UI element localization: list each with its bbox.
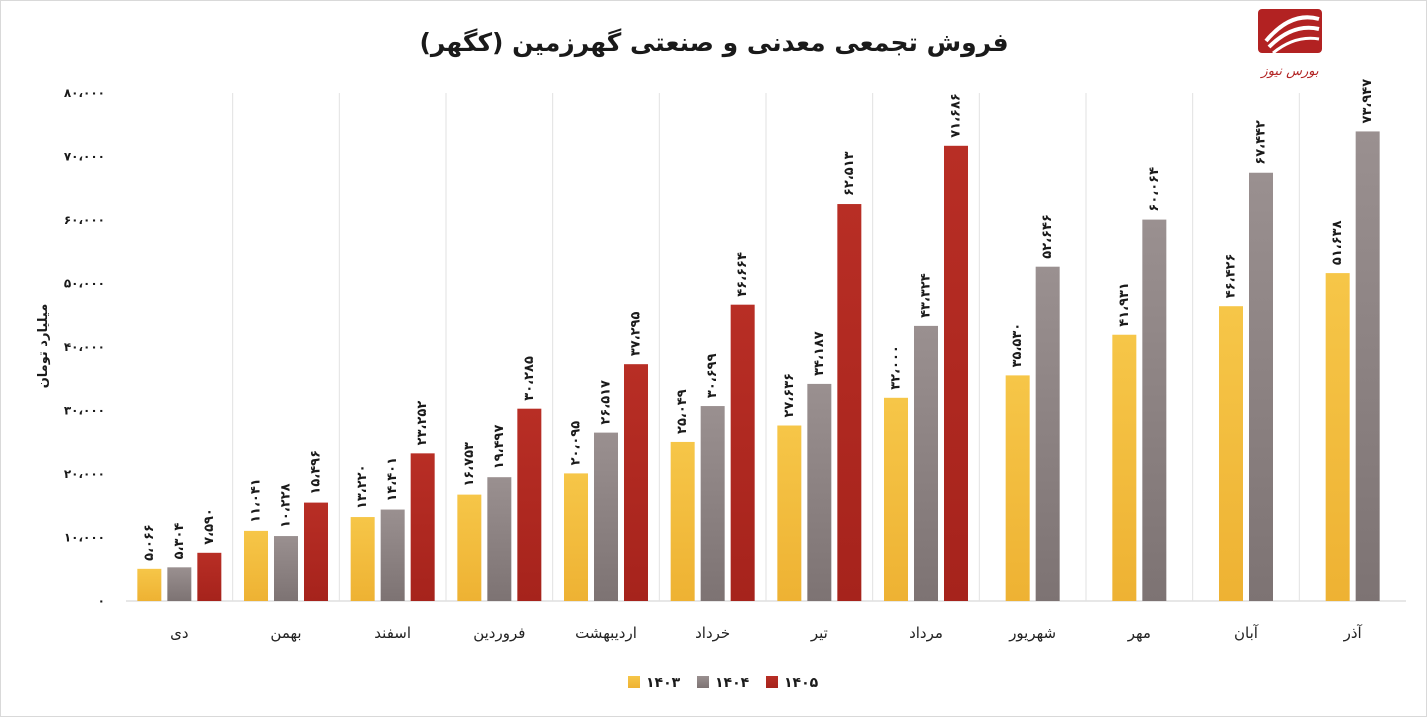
category-label: خرداد	[695, 624, 730, 642]
data-label: ۶۷،۴۴۲	[1254, 120, 1269, 165]
data-label: ۲۶،۵۱۷	[599, 380, 614, 425]
data-label: ۵،۰۶۶	[142, 524, 157, 561]
bar-2-9	[1035, 266, 1060, 601]
bar-1-3	[350, 517, 375, 601]
category-label: بهمن	[270, 624, 301, 642]
bar-1-5	[564, 473, 588, 601]
data-label: ۵،۳۰۴	[172, 523, 187, 560]
category-label: اردیبهشت	[575, 624, 637, 642]
y-tick-label: ۱۰،۰۰۰	[64, 531, 105, 545]
category-label: آبان	[1234, 624, 1259, 642]
bar-3-2	[304, 502, 328, 601]
bar-2-7	[807, 383, 832, 601]
y-tick-label: ۳۰،۰۰۰	[64, 404, 105, 418]
legend-label: ۱۴۰۴	[715, 675, 750, 691]
legend-label: ۱۴۰۳	[646, 675, 681, 691]
y-tick-label: ۲۰،۰۰۰	[64, 467, 105, 481]
y-axis-label: میلیارد تومان	[36, 304, 51, 389]
bar-3-5	[624, 364, 648, 601]
category-label: شهریور	[1008, 624, 1056, 642]
data-label: ۲۷،۶۳۶	[782, 373, 797, 418]
data-label: ۵۱،۶۳۸	[1330, 220, 1345, 265]
data-label: ۱۰،۲۲۸	[279, 483, 294, 528]
data-label: ۳۲،۰۰۰	[889, 345, 904, 390]
bar-3-4	[517, 408, 542, 601]
data-label: ۷۳،۹۴۷	[1360, 79, 1375, 124]
y-tick-label: ۵۰،۰۰۰	[64, 277, 105, 291]
data-label: ۳۷،۲۹۵	[629, 312, 644, 357]
bar-1-12	[1325, 273, 1350, 601]
data-label: ۱۵،۴۹۶	[309, 450, 324, 495]
data-label: ۴۳،۳۲۴	[919, 273, 934, 318]
category-label: آذر	[1343, 624, 1363, 642]
plot-area: ۰ ۱۰،۰۰۰ ۲۰،۰۰۰ ۳۰،۰۰۰ ۴۰،۰۰۰ ۵۰،۰۰۰ ۶۰،۰۰۰ ۷۰،…	[64, 79, 1406, 642]
bar-1-6	[670, 441, 695, 601]
category-label: فروردین	[473, 624, 525, 642]
bar-3-3	[410, 453, 435, 601]
chart-title: فروش تجمعی معدنی و صنعتی گهرزمین (کگهر)	[419, 28, 1008, 58]
bar-3-6	[730, 304, 755, 601]
data-label: ۳۰،۲۸۵	[522, 356, 537, 401]
data-label: ۲۳،۲۵۲	[415, 401, 430, 446]
legend-label: ۱۴۰۵	[784, 675, 819, 691]
legend-swatch-1	[628, 676, 640, 688]
bar-2-8	[914, 325, 938, 601]
data-label: ۱۹،۴۹۷	[492, 425, 507, 470]
bar-1-4	[457, 494, 482, 601]
bar-3-8	[944, 145, 968, 602]
data-label: ۴۶،۶۶۴	[735, 252, 750, 297]
bar-3-1	[197, 552, 222, 601]
y-tick-label: ۸۰،۰۰۰	[64, 86, 105, 100]
data-label: ۵۲،۶۴۶	[1040, 214, 1055, 259]
category-label: اسفند	[374, 624, 411, 642]
bar-1-2	[244, 530, 268, 601]
category-label: دی	[170, 624, 188, 642]
data-label: ۴۱،۹۳۱	[1117, 282, 1132, 327]
legend: ۱۴۰۳ ۱۴۰۴ ۱۴۰۵	[628, 675, 819, 691]
bar-1-7	[777, 425, 802, 601]
y-tick-label: ۴۰،۰۰۰	[64, 340, 105, 354]
category-label: تیر	[810, 624, 828, 642]
legend-swatch-2	[697, 676, 709, 688]
y-tick-label: ۰	[98, 594, 105, 608]
data-label: ۶۰،۰۶۴	[1147, 167, 1162, 212]
data-label: ۷۱،۶۸۶	[949, 93, 964, 138]
data-label: ۳۵،۵۳۰	[1010, 323, 1025, 368]
bar-2-3	[380, 509, 405, 601]
category-label: مرداد	[909, 624, 943, 642]
bar-1-9	[1005, 375, 1030, 601]
bar-1-1	[137, 568, 162, 601]
data-label: ۱۴،۴۰۱	[385, 457, 400, 502]
bourse-news-logo: بورس نیوز	[1258, 9, 1322, 79]
data-label: ۷،۵۹۰	[202, 508, 217, 545]
bar-2-10	[1142, 219, 1167, 601]
data-label: ۱۳،۲۲۰	[355, 464, 370, 509]
bar-2-4	[487, 477, 512, 601]
data-label: ۲۵،۰۴۹	[675, 389, 690, 434]
bar-2-6	[700, 406, 725, 601]
bar-2-5	[594, 432, 618, 601]
bar-3-7	[837, 204, 862, 601]
data-label: ۲۰،۰۹۵	[569, 421, 584, 466]
bar-1-8	[884, 397, 908, 601]
bar-2-11	[1249, 172, 1273, 602]
y-tick-label: ۶۰،۰۰۰	[64, 213, 105, 227]
data-label: ۱۱،۰۴۱	[249, 478, 264, 523]
data-label: ۳۴،۱۸۷	[812, 331, 827, 376]
bar-2-2	[274, 536, 298, 601]
data-label: ۶۲،۵۱۳	[842, 151, 857, 196]
data-label: ۴۶،۴۲۶	[1224, 254, 1239, 299]
y-tick-label: ۷۰،۰۰۰	[64, 150, 105, 164]
data-label: ۱۶،۷۵۳	[462, 442, 477, 487]
bar-2-1	[167, 567, 192, 601]
category-label: مهر	[1127, 624, 1151, 642]
bar-1-11	[1219, 306, 1243, 601]
bar-2-12	[1355, 131, 1380, 601]
legend-swatch-3	[766, 676, 778, 688]
bar-1-10	[1112, 334, 1137, 601]
data-label: ۳۰،۶۹۹	[705, 353, 720, 398]
logo-text: بورس نیوز	[1259, 64, 1319, 79]
